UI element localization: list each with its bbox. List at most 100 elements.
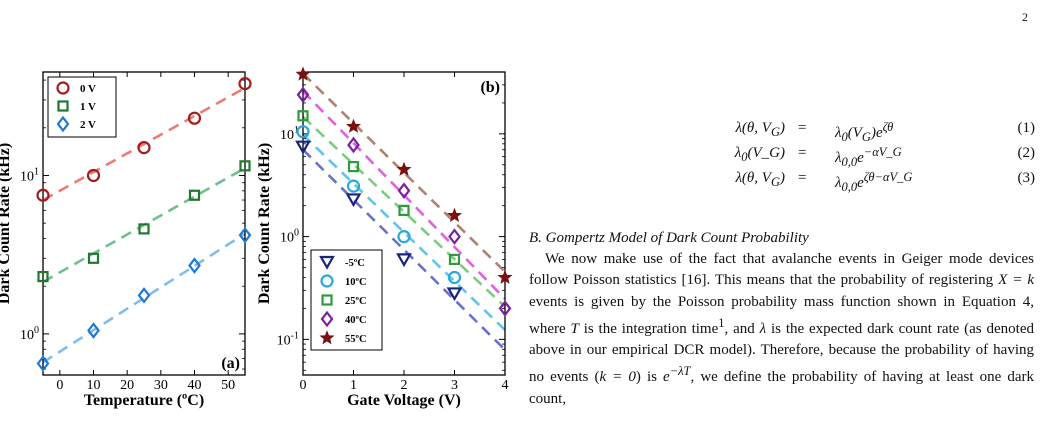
data-point: [498, 300, 512, 317]
fit-line: [303, 72, 505, 273]
equation-number: (3): [1017, 170, 1036, 186]
data-point: [345, 193, 362, 208]
legend-marker: [56, 115, 70, 133]
y-tick-label: 101: [280, 125, 299, 143]
data-point: [396, 253, 412, 268]
data-point: [137, 140, 151, 155]
x-tick-label: 1: [350, 378, 357, 393]
data-point: [397, 182, 411, 199]
equation-rhs: λ0,0eζθ−αV_G: [835, 170, 913, 194]
chart-panel-a: 0 10 20 30 40 50 100 101 Temperature (ºC) Dark Co…: [0, 71, 252, 409]
equals-sign: =: [798, 170, 807, 186]
data-point: [396, 161, 412, 176]
equation-2: λ0(V_G) = λ0,0e−αV_G (2): [640, 145, 1035, 170]
legend-marker: [321, 294, 333, 306]
legend-marker: [320, 274, 334, 288]
x-tick-label: 20: [120, 378, 134, 393]
series: [37, 160, 251, 283]
fit-line: [303, 133, 505, 331]
data-point: [295, 140, 311, 155]
data-point: [87, 252, 100, 264]
legend-label: 0 V: [80, 83, 96, 95]
x-tick-label: 30: [154, 378, 168, 393]
data-point: [497, 269, 513, 284]
x-axis-label: Temperature (ºC): [84, 392, 204, 409]
x-tick-label: 4: [502, 378, 509, 393]
data-point: [37, 270, 49, 283]
panel-label: (a): [221, 355, 240, 372]
equals-sign: =: [798, 120, 807, 136]
legend-label: 25ºC: [345, 296, 367, 307]
legend: 0 V 1 V 2 V: [47, 76, 117, 138]
y-tick-label: 10-1: [277, 330, 299, 348]
data-point: [398, 204, 410, 216]
chart-panel-b: 0 1 2 3 4 10-1 100 101 Gate Voltage (V) Dark Coun…: [256, 66, 513, 409]
page-number: 2: [1022, 10, 1028, 24]
series: [36, 77, 252, 202]
legend-label: 1 V: [80, 101, 96, 113]
data-point: [238, 226, 252, 244]
series: [297, 110, 461, 266]
section-heading: B. Gompertz Model of Dark Count Probabil…: [529, 230, 809, 246]
equation-lhs: λ(θ, VG): [735, 120, 785, 139]
series: [295, 140, 463, 302]
series: [295, 66, 513, 284]
data-point: [86, 168, 101, 183]
x-tick-label: 10: [87, 378, 101, 393]
y-tick-label: 100: [20, 325, 39, 343]
data-point: [295, 66, 311, 81]
panel-label: (b): [480, 79, 500, 96]
data-point: [239, 160, 251, 172]
x-tick-label: 3: [451, 378, 458, 393]
x-tick-label: 50: [221, 378, 235, 393]
data-point: [447, 270, 462, 285]
footnote-marker: 1: [718, 315, 725, 330]
data-point: [346, 179, 361, 193]
equation-1: λ(θ, VG) = λ0(VG)eζθ (1): [640, 120, 1035, 145]
fit-line: [303, 148, 505, 351]
series: [296, 125, 462, 285]
legend-marker: [320, 310, 334, 328]
x-axis-label: Gate Voltage (V): [347, 392, 461, 409]
equation-3: λ(θ, VG) = λ0,0eζθ−αV_G (3): [640, 170, 1035, 195]
equation-lhs: λ(θ, VG): [735, 170, 785, 189]
data-point: [448, 253, 461, 266]
data-point: [347, 136, 360, 154]
x-tick-label: 0: [300, 378, 307, 393]
legend-marker: [319, 255, 335, 270]
data-point: [446, 207, 463, 223]
body-paragraph: We now make use of the fact that avalanc…: [529, 251, 1034, 407]
equation-number: (1): [1017, 120, 1036, 136]
legend-label: -5ºC: [345, 258, 365, 269]
data-point: [188, 257, 201, 274]
equals-sign: =: [798, 145, 807, 161]
legend-label: 55ºC: [345, 334, 367, 345]
data-point: [87, 322, 100, 339]
equation-rhs: λ0,0e−αV_G: [835, 145, 902, 169]
equation-number: (2): [1017, 145, 1036, 161]
equation-lhs: λ0(V_G): [734, 145, 785, 164]
data-point: [138, 223, 150, 235]
data-point: [446, 287, 463, 302]
data-point: [347, 161, 360, 173]
y-tick-label: 101: [20, 166, 39, 184]
data-point: [345, 118, 362, 133]
fit-line: [43, 232, 245, 364]
legend-marker: [319, 330, 335, 345]
series: [296, 86, 512, 317]
data-point: [137, 287, 151, 304]
legend-label: 10ºC: [345, 277, 367, 288]
fit-line: [303, 90, 505, 300]
data-point: [296, 125, 310, 139]
equation-rhs: λ0(VG)eζθ: [835, 120, 894, 144]
legend-marker: [56, 81, 70, 95]
legend-marker: [57, 100, 69, 112]
x-tick-label: 2: [401, 378, 408, 393]
legend-label: 40ºC: [345, 315, 367, 326]
y-tick-label: 100: [280, 228, 299, 246]
data-point: [36, 355, 50, 372]
data-point: [448, 228, 461, 245]
data-point: [397, 230, 411, 244]
series: [36, 226, 252, 372]
